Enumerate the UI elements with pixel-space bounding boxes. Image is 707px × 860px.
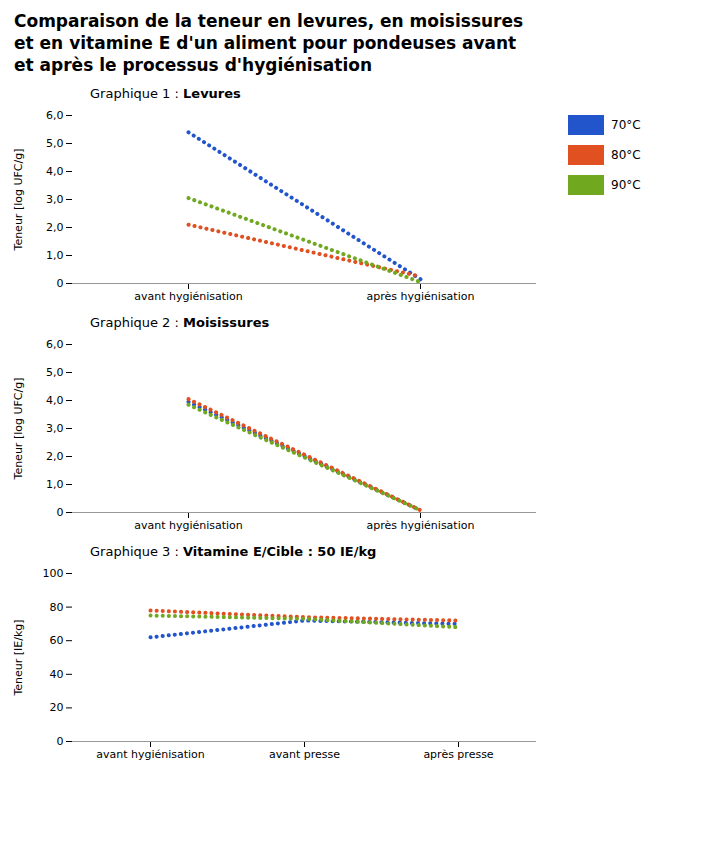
svg-text:0: 0 <box>57 277 64 290</box>
svg-text:après presse: après presse <box>423 749 493 762</box>
svg-text:2,0: 2,0 <box>46 221 64 234</box>
html-text:Comparaison de la teneur en le: Comparaison de la teneur en levures, en … <box>14 11 524 76</box>
svg-text:avant presse: avant presse <box>269 749 340 762</box>
svg-text:6,0: 6,0 <box>46 109 64 122</box>
svg-text:6,0: 6,0 <box>46 338 64 351</box>
svg-text:80: 80 <box>50 601 64 614</box>
svg-text:avant hygiénisation: avant hygiénisation <box>96 749 205 762</box>
svg-text:1,0: 1,0 <box>46 249 64 262</box>
svg-text:0: 0 <box>57 506 64 519</box>
svg-text:5,0: 5,0 <box>46 137 64 150</box>
svg-text:3,0: 3,0 <box>46 193 64 206</box>
svg-text:0: 0 <box>57 735 64 748</box>
svg-text:5,0: 5,0 <box>46 366 64 379</box>
svg-text:3,0: 3,0 <box>46 422 64 435</box>
svg-text:Teneur [IE/kg]: Teneur [IE/kg] <box>12 620 25 697</box>
svg-text:1,0: 1,0 <box>46 478 64 491</box>
html-text:Graphique 1 : Levures: Graphique 1 : Levures <box>90 86 241 102</box>
svg-text:20: 20 <box>50 702 64 715</box>
svg-text:60: 60 <box>50 635 64 648</box>
html-text:80°C: 80°C <box>611 148 641 163</box>
svg-text:4,0: 4,0 <box>46 165 64 178</box>
svg-text:avant hygiénisation: avant hygiénisation <box>134 291 243 304</box>
svg-text:après hygiénisation: après hygiénisation <box>367 520 475 533</box>
svg-text:40: 40 <box>50 668 64 681</box>
svg-text:100: 100 <box>43 567 64 580</box>
svg-text:4,0: 4,0 <box>46 394 64 407</box>
svg-text:après hygiénisation: après hygiénisation <box>367 291 475 304</box>
html-text:90°C: 90°C <box>611 178 641 193</box>
svg-text:avant hygiénisation: avant hygiénisation <box>134 520 243 533</box>
html-text:Graphique 2 : Moisissures: Graphique 2 : Moisissures <box>90 315 270 331</box>
svg-text:Teneur [log UFC/g]: Teneur [log UFC/g] <box>12 149 25 252</box>
html-text:70°C: 70°C <box>611 118 641 133</box>
svg-text:2,0: 2,0 <box>46 450 64 463</box>
svg-text:Teneur [log UFC/g]: Teneur [log UFC/g] <box>12 378 25 481</box>
html-text:Graphique 3 : Vitamine E/Cible: Graphique 3 : Vitamine E/Cible : 50 IE/k… <box>90 544 377 560</box>
